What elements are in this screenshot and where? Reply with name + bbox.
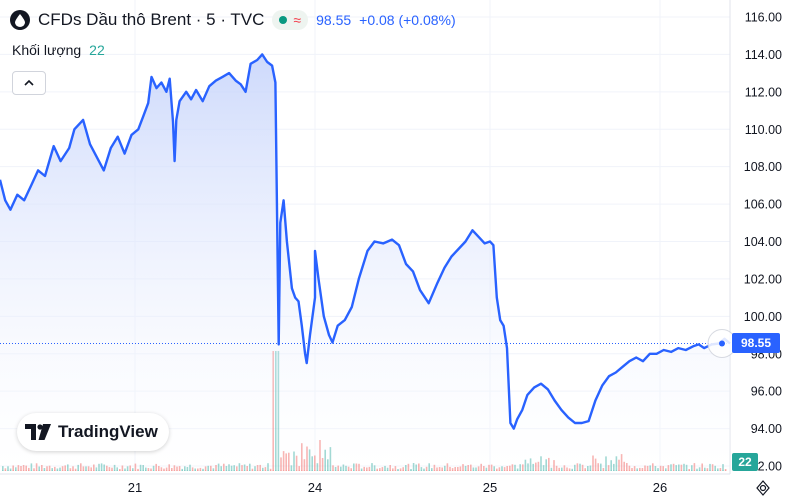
last-price-value: 98.55 bbox=[316, 12, 352, 28]
approx-sign-icon: ≈ bbox=[293, 12, 302, 28]
collapse-legend-button[interactable] bbox=[12, 71, 46, 95]
x-tick-label: 26 bbox=[653, 480, 667, 495]
price-axis[interactable]: 116.00 114.00 112.00 110.00 108.00 106.00 104.… bbox=[744, 11, 782, 474]
brand-name: TradingView bbox=[58, 422, 158, 441]
settings-icon bbox=[756, 480, 770, 496]
price-line bbox=[0, 53, 731, 430]
y-tick-label: 100.00 bbox=[744, 310, 782, 324]
y-tick-label: 106.00 bbox=[744, 198, 782, 212]
status-dot-icon bbox=[279, 16, 288, 24]
y-tick-label: 92.00 bbox=[751, 460, 782, 474]
x-tick-label: 21 bbox=[128, 480, 142, 495]
y-tick-label: 104.00 bbox=[744, 235, 782, 249]
time-axis[interactable]: 21 24 25 26 bbox=[128, 480, 667, 495]
symbol-title[interactable]: CFDs Dầu thô Brent · 5 · TVC bbox=[38, 10, 265, 29]
chart-header: CFDs Dầu thô Brent · 5 · TVC ≈ 98.55 +0.… bbox=[10, 8, 456, 32]
oil-drop-icon bbox=[10, 10, 30, 30]
y-tick-label: 94.00 bbox=[751, 422, 782, 436]
last-point bbox=[719, 340, 725, 347]
x-tick-label: 25 bbox=[483, 480, 497, 495]
last-price-tag: 98.55 bbox=[732, 333, 780, 354]
y-tick-label: 116.00 bbox=[745, 11, 782, 25]
y-tick-label: 96.00 bbox=[751, 385, 782, 399]
tradingview-logo-icon bbox=[25, 424, 51, 440]
chevron-up-icon bbox=[24, 79, 34, 86]
y-tick-label: 108.00 bbox=[744, 160, 782, 174]
y-tick-label: 102.00 bbox=[744, 272, 782, 286]
volume-tag: 22 bbox=[732, 453, 758, 471]
x-tick-label: 24 bbox=[308, 480, 322, 495]
volume-legend: Khối lượng 22 bbox=[12, 42, 105, 58]
volume-label: Khối lượng bbox=[12, 42, 82, 58]
y-tick-label: 112.00 bbox=[745, 85, 782, 99]
market-status-badge[interactable]: ≈ bbox=[272, 10, 309, 30]
volume-value: 22 bbox=[89, 42, 105, 58]
price-change-value: +0.08 (+0.08%) bbox=[359, 12, 456, 28]
y-tick-label: 110.00 bbox=[745, 123, 782, 137]
tradingview-logo[interactable]: TradingView bbox=[17, 413, 169, 451]
y-tick-label: 114.00 bbox=[745, 48, 782, 62]
chart-settings-button[interactable] bbox=[752, 478, 774, 498]
